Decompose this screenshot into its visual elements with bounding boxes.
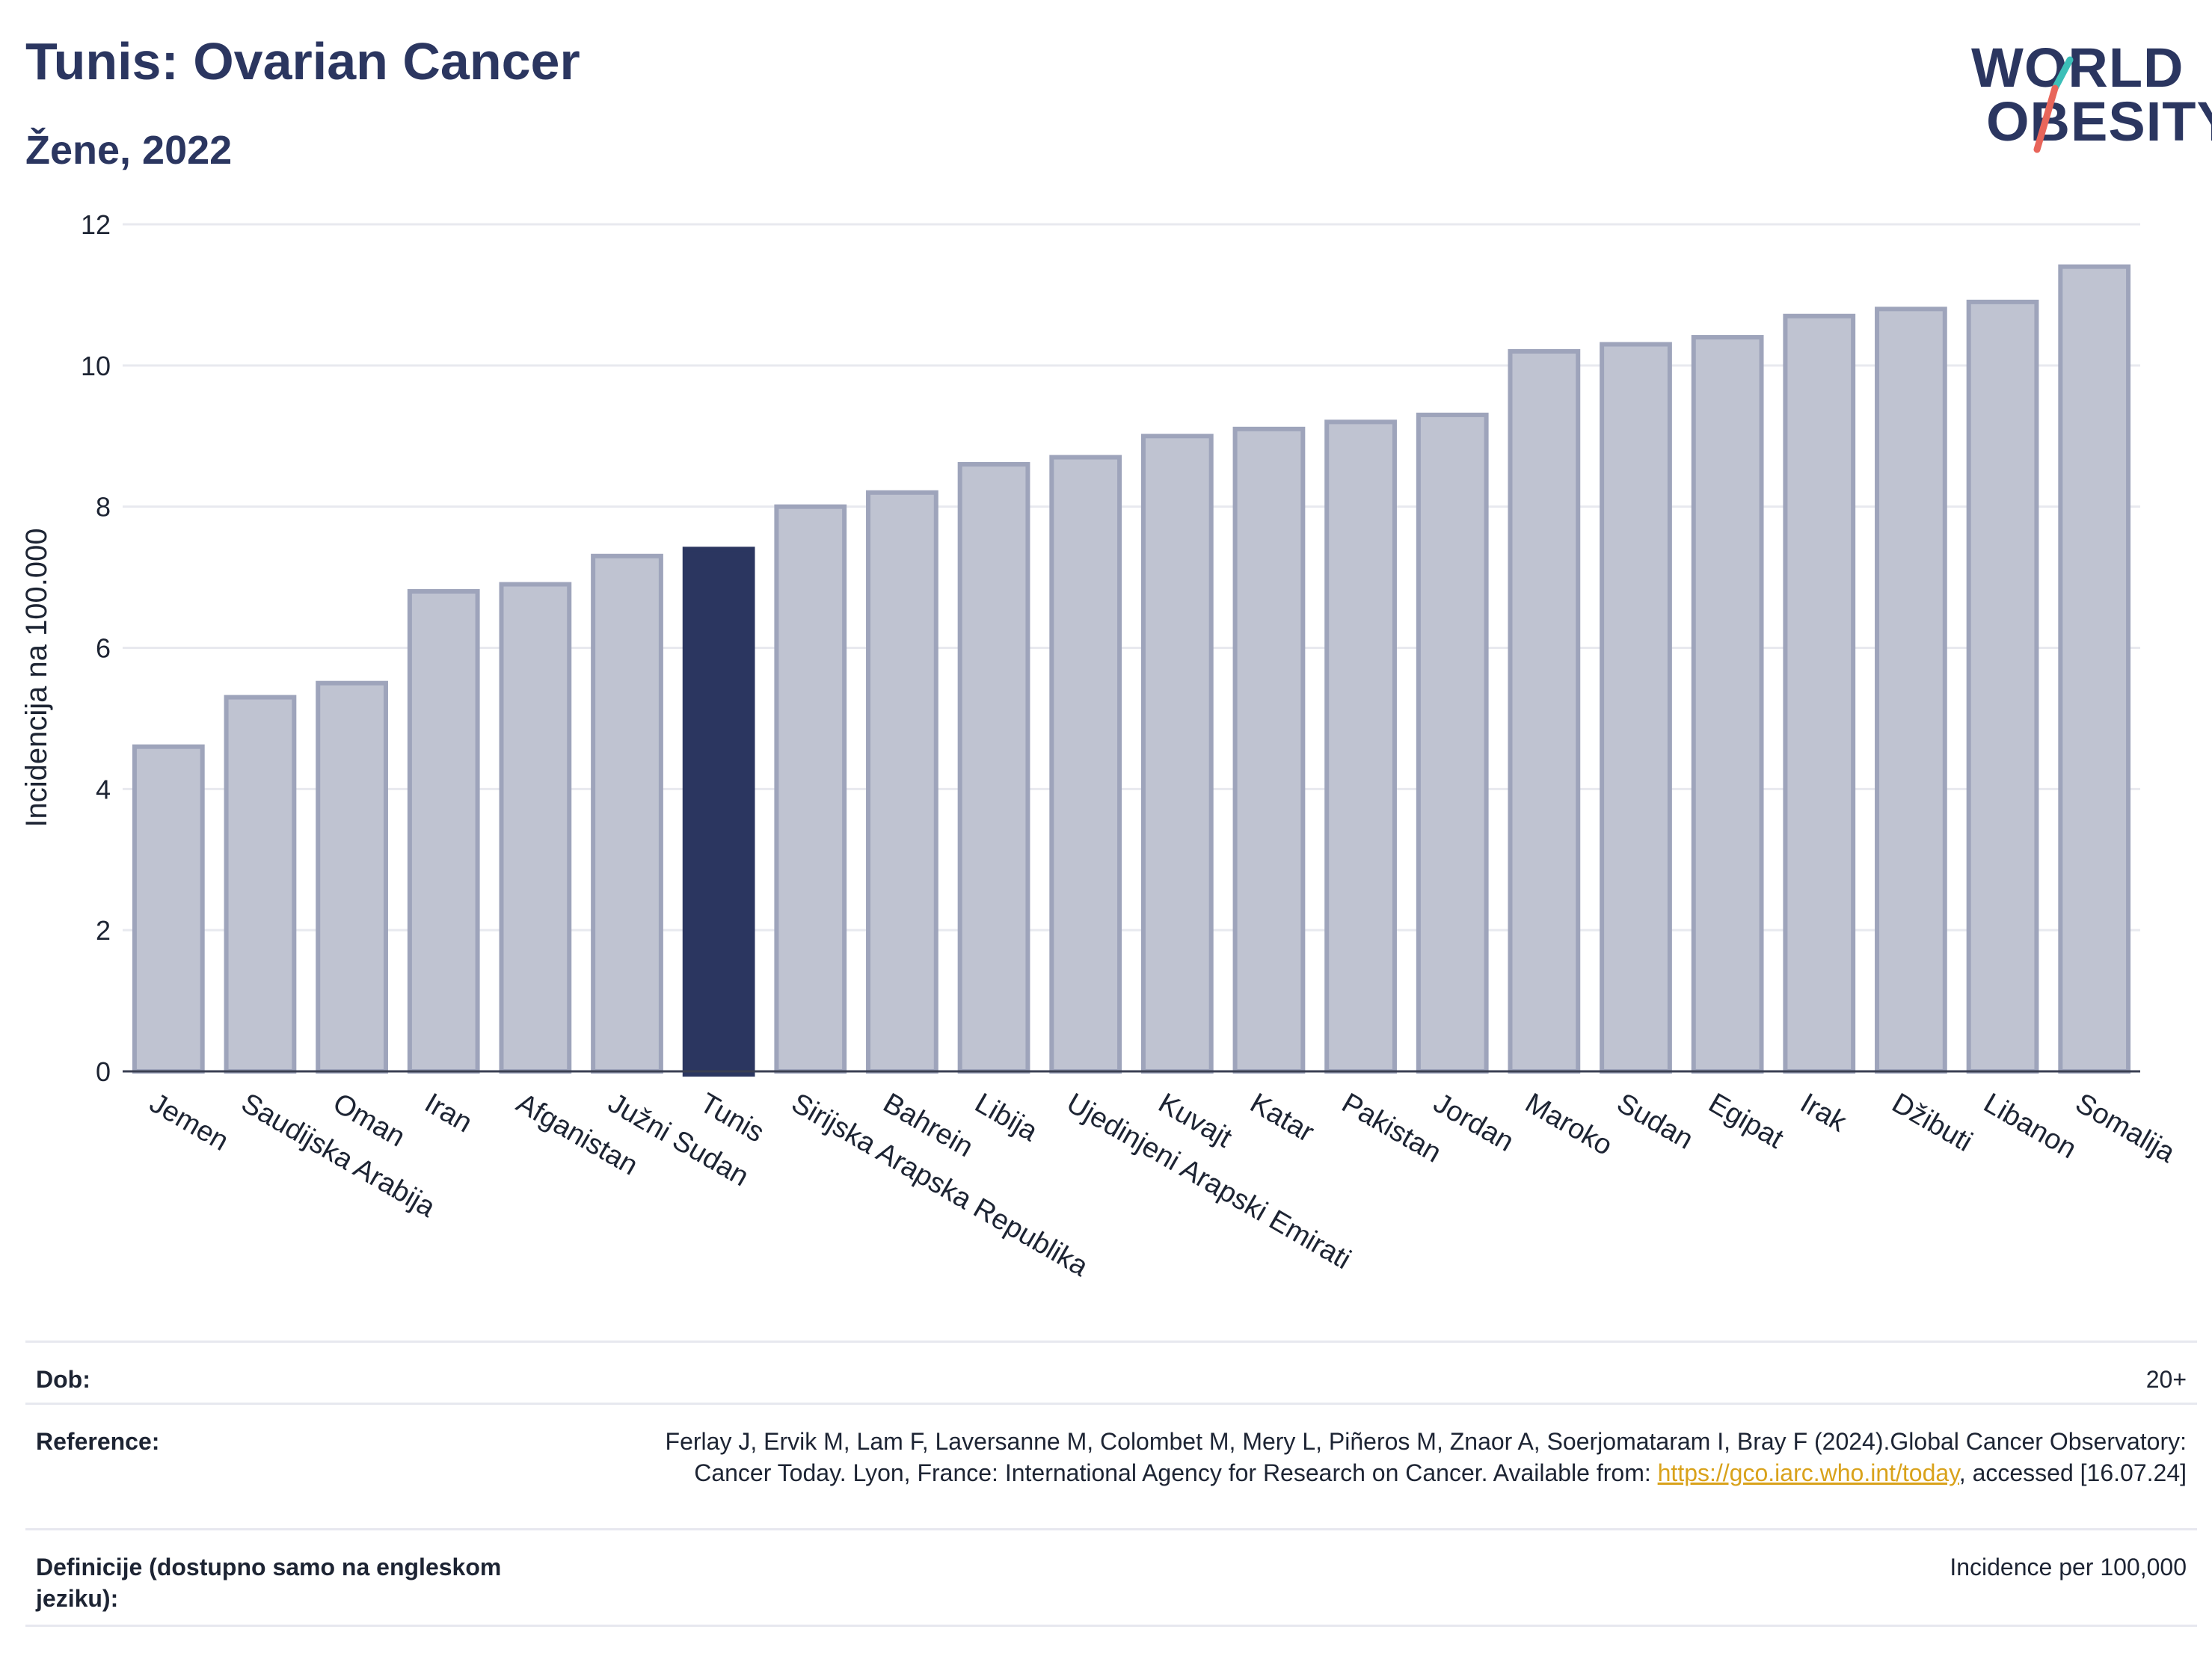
x-tick-label: Irak — [1795, 1087, 1852, 1139]
bar-pakistan — [1324, 419, 1397, 1074]
bar-maroko — [1508, 348, 1581, 1074]
logo-slash-icon — [2033, 56, 2074, 153]
y-axis-label: Incidencija na 100.000 — [20, 528, 53, 827]
reference-text-part2: , accessed [16.07.24] — [1958, 1459, 2187, 1486]
y-tick-label: 12 — [81, 209, 111, 240]
bar-libija — [957, 462, 1030, 1074]
logo-line-1: WORLD — [1971, 37, 2184, 99]
bar-ujedinjeni-arapski-emirati — [1049, 455, 1122, 1074]
x-tick-label: Egipat — [1703, 1087, 1789, 1154]
age-value: 20+ — [2145, 1366, 2187, 1393]
x-tick-label: Sudan — [1612, 1087, 1698, 1155]
bar-iran — [407, 588, 480, 1074]
x-tick-label: Libija — [970, 1087, 1044, 1148]
bar-južni-sudan — [591, 553, 663, 1074]
info-row-age: Dob: 20+ — [25, 1341, 2197, 1403]
x-tick-label: Maroko — [1520, 1087, 1617, 1162]
chart-subtitle: Žene, 2022 — [25, 128, 233, 173]
bars — [132, 264, 2131, 1077]
y-tick-label: 2 — [96, 915, 111, 946]
bar-sirijska-arapska-republika — [774, 504, 847, 1074]
reference-link[interactable]: https://gco.iarc.who.int/today — [1657, 1459, 1959, 1486]
bar-saudijska-arabija — [224, 695, 297, 1074]
x-tick-label: Katar — [1244, 1087, 1319, 1148]
definitions-label: Definicije (dostupno samo na engleskom j… — [36, 1554, 502, 1612]
age-label: Dob: — [36, 1366, 90, 1393]
y-tick-label: 6 — [96, 633, 111, 664]
reference-text: Ferlay J, Ervik M, Lam F, Laversanne M, … — [616, 1426, 2187, 1489]
bar-kuvajt — [1140, 434, 1214, 1074]
y-tick-label: 0 — [96, 1056, 111, 1087]
bar-jordan — [1416, 412, 1489, 1074]
info-row-reference: Reference: Ferlay J, Ervik M, Lam F, Lav… — [25, 1403, 2197, 1529]
bar-oman — [316, 680, 388, 1074]
bar-katar — [1232, 426, 1306, 1074]
bar-afganistan — [499, 582, 572, 1074]
bar-sudan — [1600, 342, 1672, 1074]
logo-line-2: OBESITY — [1986, 90, 2212, 153]
bar-jemen — [132, 744, 205, 1074]
reference-label: Reference: — [36, 1428, 160, 1455]
bar-džibuti — [1875, 307, 1947, 1074]
bar-irak — [1783, 313, 1856, 1074]
x-tick-label: Džibuti — [1887, 1087, 1978, 1157]
info-row-definitions: Definicije (dostupno samo na engleskom j… — [25, 1528, 2197, 1627]
bar-bahrein — [866, 490, 938, 1074]
bar-tunis — [682, 547, 755, 1077]
x-tick-label: Iran — [420, 1087, 478, 1139]
bar-somalija — [2058, 264, 2131, 1074]
chart-title: Tunis: Ovarian Cancer — [25, 32, 580, 90]
definitions-value: Incidence per 100,000 — [1950, 1554, 2187, 1580]
world-obesity-logo: WORLD OBESITY — [1959, 37, 2212, 157]
y-tick-label: 4 — [96, 774, 111, 804]
bar-libanon — [1966, 299, 2039, 1074]
y-tick-label: 10 — [81, 351, 111, 381]
bar-egipat — [1691, 335, 1764, 1074]
x-tick-label: Libanon — [1979, 1087, 2082, 1165]
x-tick-label: Somalija — [2070, 1087, 2181, 1169]
x-tick-label: Jemen — [144, 1087, 234, 1157]
x-tick-label: Pakistan — [1336, 1087, 1446, 1169]
y-tick-label: 8 — [96, 492, 111, 523]
reference-text-part1: Ferlay J, Ervik M, Lam F, Laversanne M, … — [665, 1428, 2187, 1486]
